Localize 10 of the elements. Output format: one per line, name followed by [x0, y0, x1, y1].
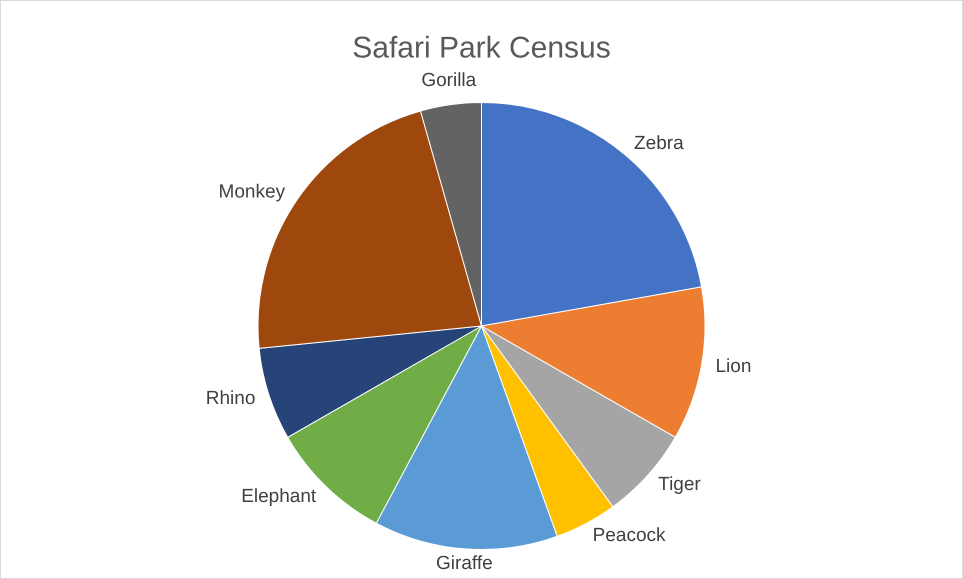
- slice-label: Giraffe: [436, 553, 493, 574]
- slice-label: Lion: [715, 356, 752, 378]
- slice-label: Monkey: [218, 182, 286, 203]
- slice-label: Zebra: [634, 133, 684, 154]
- chart-title: Safari Park Census: [352, 31, 611, 64]
- slice-label: Tiger: [658, 474, 702, 495]
- slice-label: Peacock: [592, 525, 666, 546]
- slice-label: Rhino: [206, 388, 256, 409]
- slice-label: Elephant: [241, 486, 317, 507]
- slice-label: Gorilla: [421, 70, 477, 92]
